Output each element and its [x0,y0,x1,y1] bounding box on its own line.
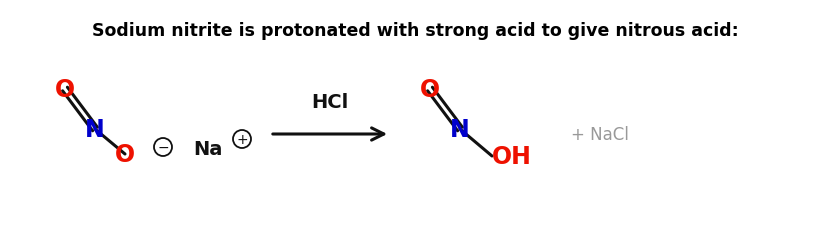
Text: O: O [420,78,440,102]
Text: −: − [157,140,168,154]
Text: +: + [237,132,248,146]
Text: O: O [115,142,135,166]
Text: Sodium nitrite is protonated with strong acid to give nitrous acid:: Sodium nitrite is protonated with strong… [91,22,739,40]
Text: N: N [85,118,105,141]
Text: OH: OH [492,144,532,168]
Text: Na: Na [193,140,222,159]
Text: O: O [55,78,75,102]
Text: HCl: HCl [311,93,349,112]
Text: + NaCl: + NaCl [571,125,629,143]
Text: N: N [450,118,470,141]
